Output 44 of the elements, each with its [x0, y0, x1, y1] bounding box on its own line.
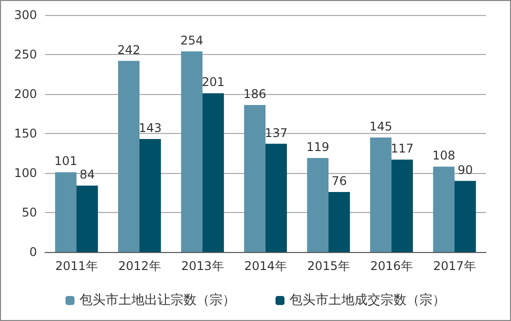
bar: [140, 139, 161, 252]
x-tick-label: 2014年: [244, 259, 287, 273]
data-label: 145: [369, 119, 392, 134]
data-label: 101: [54, 154, 78, 168]
legend-label: 包头市土地成交宗数（宗）: [290, 292, 446, 308]
bar: [433, 166, 454, 252]
bar: [76, 186, 98, 252]
y-tick-label: 50: [22, 206, 37, 220]
y-tick-label: 150: [14, 126, 37, 140]
bar: [244, 105, 266, 252]
y-tick-label: 200: [14, 87, 37, 101]
legend-label: 包头市土地出让宗数（宗）: [80, 292, 236, 308]
x-tick-label: 2017年: [433, 259, 476, 273]
data-label: 108: [432, 148, 456, 163]
data-label: 143: [138, 121, 162, 136]
bar: [454, 180, 476, 252]
x-tick-label: 2012年: [118, 259, 161, 273]
data-label: 117: [390, 142, 414, 156]
y-tick-label: 250: [14, 48, 37, 62]
data-label: 137: [264, 126, 288, 140]
data-label: 119: [306, 140, 330, 154]
data-label: 254: [180, 33, 204, 48]
bar: [328, 192, 350, 252]
bar: [55, 172, 76, 252]
bar: [266, 144, 287, 252]
y-tick-label: 300: [14, 8, 37, 22]
y-tick-label: 100: [14, 166, 37, 180]
x-tick-label: 2016年: [370, 259, 413, 273]
bar: [181, 51, 202, 252]
data-label: 90: [458, 162, 473, 177]
y-tick-label: 0: [29, 245, 37, 259]
data-label: 76: [332, 174, 347, 188]
x-tick-label: 2013年: [181, 259, 224, 273]
data-label: 84: [80, 168, 95, 182]
bar: [118, 60, 140, 252]
x-tick-label: 2015年: [307, 259, 350, 273]
data-label: 242: [117, 42, 140, 57]
bar: [370, 137, 392, 252]
data-label: 186: [243, 87, 266, 102]
bar: [392, 160, 413, 252]
bar: [307, 158, 328, 252]
data-label: 201: [202, 75, 225, 90]
x-tick-label: 2011年: [55, 259, 98, 273]
bar: [202, 93, 224, 252]
